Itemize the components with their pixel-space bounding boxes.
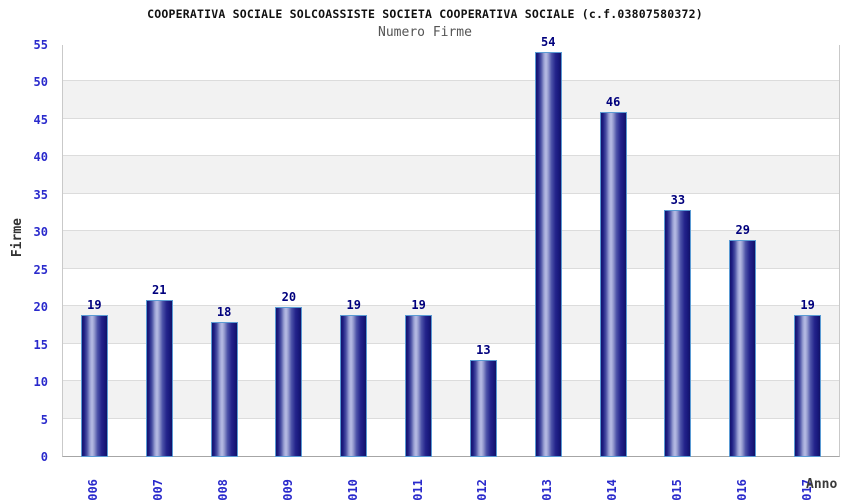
x-tick-label: 2013 bbox=[540, 479, 555, 500]
y-tick-label: 25 bbox=[33, 262, 48, 277]
gridline bbox=[63, 117, 839, 119]
y-tick-label: 0 bbox=[40, 450, 48, 464]
y-tick-label: 50 bbox=[33, 75, 48, 90]
gridline bbox=[63, 155, 839, 157]
x-tick-label: 2006 bbox=[86, 479, 101, 500]
plot-band bbox=[63, 231, 839, 269]
y-tick-label: 10 bbox=[33, 375, 48, 390]
bar-value-label: 19 bbox=[346, 297, 361, 312]
plot-band bbox=[63, 418, 839, 456]
bar-2007 bbox=[145, 299, 173, 457]
gridline bbox=[63, 80, 839, 82]
bar-value-label: 20 bbox=[281, 290, 297, 305]
bar-2009 bbox=[275, 307, 303, 457]
bar-2017 bbox=[794, 314, 822, 457]
x-tick-label: 2009 bbox=[280, 479, 295, 500]
y-tick-label: 35 bbox=[33, 187, 48, 202]
gridline bbox=[63, 380, 839, 382]
bar-2013 bbox=[534, 52, 562, 457]
x-tick-label: 2011 bbox=[410, 479, 425, 500]
bar-value-label: 19 bbox=[411, 297, 426, 312]
plot-band bbox=[63, 381, 839, 419]
plot-band bbox=[63, 268, 839, 307]
bar-2016 bbox=[729, 239, 757, 457]
x-tick-label: 2012 bbox=[475, 479, 490, 500]
plot-band bbox=[63, 306, 839, 344]
y-tick-label: 30 bbox=[33, 225, 48, 240]
bar-2014 bbox=[599, 112, 627, 457]
y-tick-label: 40 bbox=[33, 150, 48, 165]
bar-2015 bbox=[664, 209, 692, 457]
x-tick-label: 2007 bbox=[151, 479, 166, 500]
y-tick-label: 15 bbox=[33, 337, 48, 352]
bar-2006 bbox=[80, 314, 108, 457]
bar-value-label: 29 bbox=[735, 222, 750, 237]
gridline bbox=[63, 230, 839, 232]
x-axis-title: Anno bbox=[806, 477, 838, 492]
y-tick-label: 45 bbox=[33, 112, 48, 127]
x-tick-label: 2015 bbox=[669, 479, 684, 500]
x-tick-label: 2014 bbox=[605, 479, 620, 500]
plot-band bbox=[63, 156, 839, 194]
plot-band bbox=[63, 44, 839, 82]
bar-2011 bbox=[405, 314, 433, 457]
y-tick-label: 55 bbox=[33, 38, 48, 52]
bar-2012 bbox=[469, 359, 497, 457]
gridline bbox=[63, 267, 839, 269]
plot-band bbox=[63, 193, 839, 232]
chart-title: COOPERATIVA SOCIALE SOLCOASSISTE SOCIETA… bbox=[147, 7, 703, 21]
bar-value-label: 33 bbox=[670, 192, 686, 207]
bar-value-label: 54 bbox=[541, 35, 556, 50]
bar-2010 bbox=[340, 314, 368, 457]
y-tick-label: 20 bbox=[33, 300, 48, 315]
plot-band bbox=[63, 343, 839, 382]
plot-area bbox=[62, 44, 840, 457]
bar-value-label: 46 bbox=[605, 95, 621, 110]
x-tick-label: 2010 bbox=[345, 479, 360, 500]
bar-value-label: 19 bbox=[800, 297, 815, 312]
gridline bbox=[63, 192, 839, 194]
y-tick-label: 5 bbox=[40, 412, 48, 427]
bar-value-label: 21 bbox=[152, 282, 167, 297]
chart-subtitle: Numero Firme bbox=[378, 25, 472, 40]
x-tick-label: 2008 bbox=[216, 479, 231, 500]
bar-2008 bbox=[210, 322, 238, 457]
x-tick-label: 2016 bbox=[734, 479, 749, 500]
bar-value-label: 18 bbox=[216, 305, 232, 320]
gridline bbox=[63, 342, 839, 344]
plot-band bbox=[63, 118, 839, 157]
gridline bbox=[63, 305, 839, 307]
bar-value-label: 13 bbox=[476, 342, 491, 357]
plot-band bbox=[63, 81, 839, 119]
bar-value-label: 19 bbox=[87, 297, 102, 312]
gridline bbox=[63, 417, 839, 419]
